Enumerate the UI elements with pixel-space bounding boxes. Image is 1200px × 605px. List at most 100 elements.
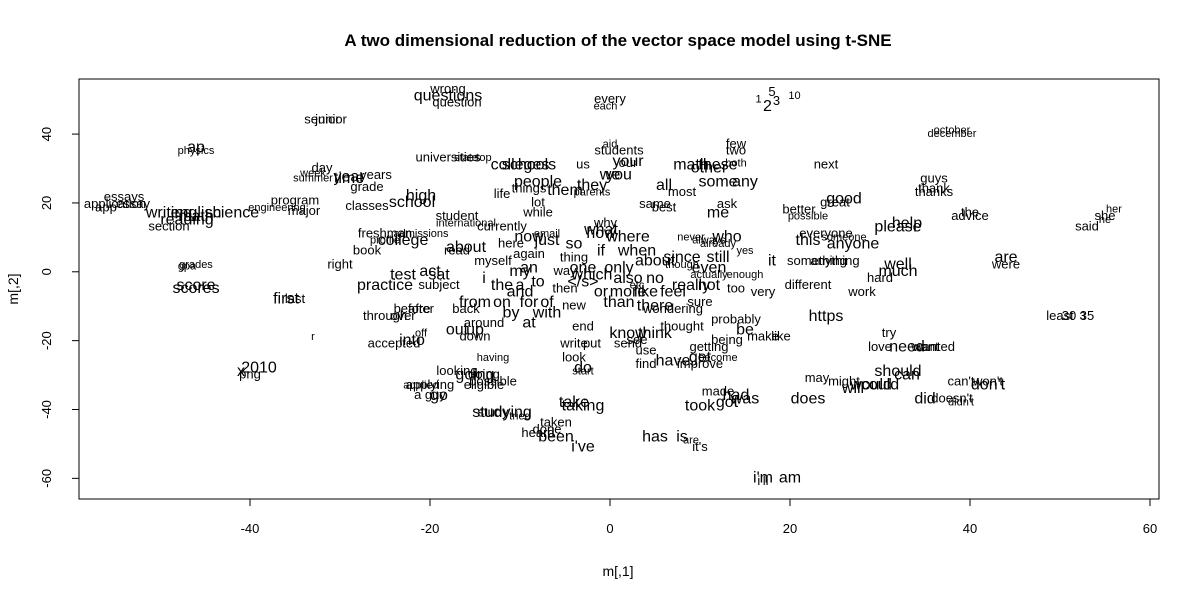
word-label: possible xyxy=(469,373,517,388)
word-label: she xyxy=(1095,208,1116,223)
word-label: classes xyxy=(345,198,389,213)
word-label: r xyxy=(311,331,315,343)
word-label: things xyxy=(512,181,547,196)
word-label: study xyxy=(477,404,509,419)
word-label: test xyxy=(390,266,416,283)
x-tick-label: 40 xyxy=(963,521,977,536)
word-label: english xyxy=(171,204,222,221)
word-label: major xyxy=(288,203,321,218)
word-label: profile xyxy=(370,235,400,247)
word-label: grade xyxy=(350,179,383,194)
word-label: am xyxy=(779,470,801,487)
word-label: start xyxy=(572,366,593,378)
word-label: anything xyxy=(810,253,859,268)
word-label: send xyxy=(614,336,642,351)
word-label: an xyxy=(520,260,538,277)
word-label: schools xyxy=(502,156,556,173)
word-label: might xyxy=(828,373,860,388)
word-label: does xyxy=(791,390,826,407)
word-label: good xyxy=(826,191,862,208)
word-label: only xyxy=(604,260,633,277)
word-label: very xyxy=(751,284,776,299)
word-label: 10 xyxy=(788,90,800,102)
word-label: both xyxy=(725,157,746,169)
word-label: end xyxy=(572,318,594,333)
word-label: like xyxy=(771,329,791,344)
word-label: next xyxy=(814,157,839,172)
word-label: of xyxy=(540,294,554,311)
word-label: i xyxy=(482,270,486,287)
word-label: school xyxy=(389,194,435,211)
word-label: think xyxy=(638,325,673,342)
word-label: last xyxy=(285,291,306,306)
word-label: questions xyxy=(414,87,483,104)
word-label: currently xyxy=(477,218,527,233)
word-label: where xyxy=(605,229,650,246)
word-label: has xyxy=(642,428,668,445)
word-label: someone xyxy=(821,231,866,243)
word-label: </s> xyxy=(567,273,598,290)
word-label: if xyxy=(597,242,606,259)
word-label: 2 xyxy=(763,98,772,115)
word-label: look xyxy=(562,349,586,364)
word-label: for xyxy=(520,294,539,311)
word-label: most xyxy=(668,184,697,199)
word-label: 30 xyxy=(1062,308,1076,323)
word-label: always xyxy=(692,235,726,247)
word-label: improve xyxy=(677,356,723,371)
word-label: took xyxy=(685,397,716,414)
word-label: 2010 xyxy=(241,359,277,376)
word-label: i'll xyxy=(757,473,768,488)
word-label: your xyxy=(612,153,644,170)
word-label: about xyxy=(446,239,487,256)
word-label: program xyxy=(271,193,319,208)
x-axis: -40 -20 0 20 40 60 xyxy=(241,498,1157,536)
word-label: never xyxy=(677,231,705,243)
chart-title: A two dimensional reduction of the vecto… xyxy=(344,31,891,50)
x-axis-title: m[,1] xyxy=(602,563,633,579)
word-label: her xyxy=(1106,204,1122,216)
word-label: now xyxy=(514,229,544,246)
word-label: take xyxy=(559,394,589,411)
word-label: off xyxy=(415,328,428,340)
word-label: junior xyxy=(314,112,347,127)
word-label: done xyxy=(533,422,562,437)
word-label: people xyxy=(514,173,562,190)
word-label: put xyxy=(583,336,601,351)
word-label: them xyxy=(547,182,583,199)
x-tick-label: 60 xyxy=(1143,521,1157,536)
word-label: our xyxy=(619,155,638,170)
word-label: like xyxy=(634,284,658,301)
word-label: student xyxy=(436,208,479,223)
word-label: freshman xyxy=(358,225,412,240)
word-label: science xyxy=(205,204,259,221)
word-label: practice xyxy=(357,277,413,294)
word-label: what xyxy=(583,222,618,239)
word-label: least xyxy=(1046,308,1074,323)
word-label: physics xyxy=(178,145,215,157)
word-label: email xyxy=(534,228,560,240)
word-label: myself xyxy=(474,253,512,268)
word-label: senior xyxy=(304,112,340,127)
x-tick-label: 0 xyxy=(606,521,613,536)
word-label: every xyxy=(594,91,626,106)
word-label: wondering xyxy=(642,301,703,316)
word-label: even xyxy=(692,260,727,277)
word-label: into xyxy=(399,332,425,349)
word-label: while xyxy=(522,205,553,220)
word-label: high xyxy=(406,187,436,204)
word-label: a guy xyxy=(414,387,446,402)
word-label: different xyxy=(785,277,832,292)
word-label: life xyxy=(494,186,511,201)
x-tick-label: -20 xyxy=(421,521,440,536)
y-tick-label: 40 xyxy=(39,127,54,141)
word-label: 5 xyxy=(768,84,775,99)
word-label: book xyxy=(353,243,382,258)
word-label: state xyxy=(454,152,478,164)
word-label: and xyxy=(507,284,534,301)
word-label: could xyxy=(861,377,899,394)
word-label: find xyxy=(636,356,657,371)
word-label: still xyxy=(706,249,729,266)
word-label: i'm xyxy=(753,470,773,487)
